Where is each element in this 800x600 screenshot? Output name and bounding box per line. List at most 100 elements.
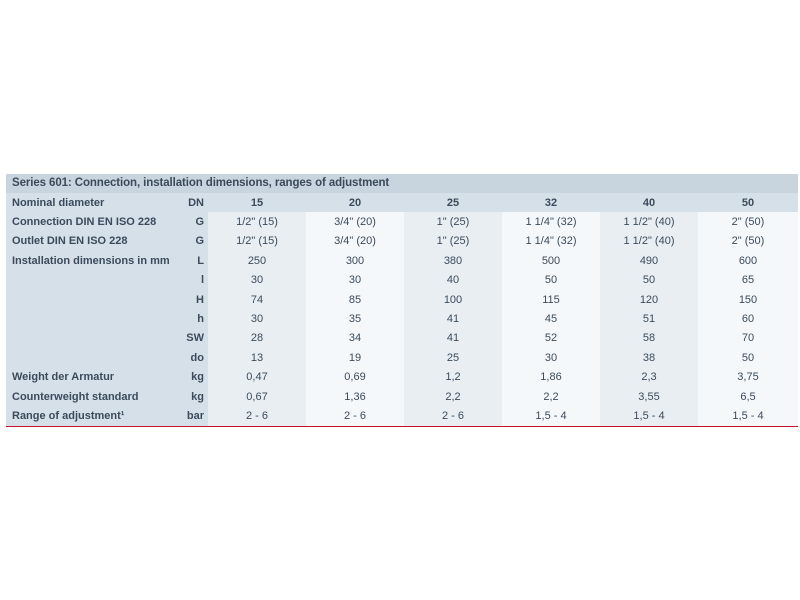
row-unit: G: [156, 212, 208, 232]
table-cell: 45: [502, 309, 600, 329]
table-cell: 50: [502, 270, 600, 290]
table-cell: 1" (25): [404, 212, 502, 232]
row-unit: kg: [156, 386, 208, 407]
table-cell: 30: [208, 270, 306, 290]
table-cell: 600: [698, 251, 798, 271]
row-label: Weight der Armatur: [6, 367, 156, 387]
table-cell: 250: [208, 251, 306, 271]
table-cell: 380: [404, 251, 502, 271]
table-cell: 70: [698, 328, 798, 349]
table-row: H 74 85 100 115 120 150: [6, 289, 798, 310]
spec-table-body: Nominal diameter DN 15 20 25 32 40 50 Connection…: [6, 193, 798, 426]
table-row: Counterweight standard kg 0,67 1,36 2,2 2,2 3,…: [6, 386, 798, 407]
table-cell: 74: [208, 289, 306, 310]
table-cell: 1,36: [306, 386, 404, 407]
row-label: Counterweight standard: [6, 386, 156, 407]
table-cell: 41: [404, 309, 502, 329]
table-cell: 3,75: [698, 367, 798, 387]
row-unit: h: [156, 309, 208, 329]
table-cell: 58: [600, 328, 698, 349]
table-cell: 2 - 6: [404, 406, 502, 426]
table-cell: 2" (50): [698, 231, 798, 252]
table-cell: 2,2: [404, 386, 502, 407]
table-cell: 41: [404, 328, 502, 349]
row-unit: L: [156, 251, 208, 271]
header-cell: 32: [502, 193, 600, 213]
table-cell: 1/2" (15): [208, 212, 306, 232]
table-cell: 51: [600, 309, 698, 329]
table-cell: 65: [698, 270, 798, 290]
table-cell: 52: [502, 328, 600, 349]
table-row: Weight der Armatur kg 0,47 0,69 1,2 1,86 2,3 3,…: [6, 367, 798, 387]
table-cell: 120: [600, 289, 698, 310]
row-unit: l: [156, 270, 208, 290]
table-cell: 35: [306, 309, 404, 329]
header-cell: 15: [208, 193, 306, 213]
table-cell: 1,5 - 4: [698, 406, 798, 426]
table-cell: 50: [698, 348, 798, 368]
table-cell: 1 1/4" (32): [502, 212, 600, 232]
table-cell: 0,67: [208, 386, 306, 407]
table-cell: 100: [404, 289, 502, 310]
spec-table: Nominal diameter DN 15 20 25 32 40 50 Connection…: [6, 193, 798, 426]
table-cell: 1,2: [404, 367, 502, 387]
table-cell: 38: [600, 348, 698, 368]
table-cell: 3/4" (20): [306, 212, 404, 232]
row-unit: H: [156, 289, 208, 310]
header-cell: 25: [404, 193, 502, 213]
table-header-row: Nominal diameter DN 15 20 25 32 40 50: [6, 193, 798, 213]
row-label: Installation dimensions in mm: [6, 251, 170, 368]
table-cell: 150: [698, 289, 798, 310]
row-label: Range of adjustment¹: [6, 406, 156, 426]
table-cell: 1,5 - 4: [502, 406, 600, 426]
table-row: Outlet DIN EN ISO 228 G 1/2" (15) 3/4" (20)…: [6, 231, 798, 252]
table-row: do 13 19 25 30 38 50: [6, 348, 798, 368]
table-cell: 2 - 6: [306, 406, 404, 426]
table-cell: 0,47: [208, 367, 306, 387]
header-label: Nominal diameter: [6, 193, 156, 213]
header-cell: 20: [306, 193, 404, 213]
spec-sheet: Series 601: Connection, installation dim…: [6, 174, 798, 427]
table-cell: 115: [502, 289, 600, 310]
table-title: Series 601: Connection, installation dim…: [6, 174, 798, 193]
table-cell: 2 - 6: [208, 406, 306, 426]
table-cell: 30: [306, 270, 404, 290]
table-cell: 3/4" (20): [306, 231, 404, 252]
table-cell: 2,3: [600, 367, 698, 387]
row-unit: do: [156, 348, 208, 368]
table-cell: 2" (50): [698, 212, 798, 232]
header-cell: 40: [600, 193, 698, 213]
row-label: Connection DIN EN ISO 228: [6, 212, 156, 232]
table-cell: 500: [502, 251, 600, 271]
table-cell: 85: [306, 289, 404, 310]
table-cell: 1/2" (15): [208, 231, 306, 252]
table-cell: 1" (25): [404, 231, 502, 252]
table-cell: 2,2: [502, 386, 600, 407]
table-cell: 60: [698, 309, 798, 329]
table-cell: 1 1/2" (40): [600, 231, 698, 252]
table-cell: 34: [306, 328, 404, 349]
table-row: h 30 35 41 45 51 60: [6, 309, 798, 329]
header-cell: 50: [698, 193, 798, 213]
row-unit: bar: [156, 406, 208, 426]
table-cell: 3,55: [600, 386, 698, 407]
table-cell: 30: [502, 348, 600, 368]
table-cell: 30: [208, 309, 306, 329]
table-cell: 0,69: [306, 367, 404, 387]
row-unit: G: [156, 231, 208, 252]
table-row: Installation dimensions in mm L 250 300 380 5…: [6, 251, 798, 368]
table-cell: 19: [306, 348, 404, 368]
table-cell: 1,5 - 4: [600, 406, 698, 426]
header-unit: DN: [156, 193, 208, 213]
table-cell: 50: [600, 270, 698, 290]
table-cell: 1 1/4" (32): [502, 231, 600, 252]
table-cell: 1 1/2" (40): [600, 212, 698, 232]
table-cell: 40: [404, 270, 502, 290]
table-cell: 490: [600, 251, 698, 271]
table-row: l 30 30 40 50 50 65: [6, 270, 798, 290]
table-cell: 300: [306, 251, 404, 271]
row-unit: kg: [156, 367, 208, 387]
table-row: Connection DIN EN ISO 228 G 1/2" (15) 3/4" …: [6, 212, 798, 232]
row-label: Outlet DIN EN ISO 228: [6, 231, 156, 252]
